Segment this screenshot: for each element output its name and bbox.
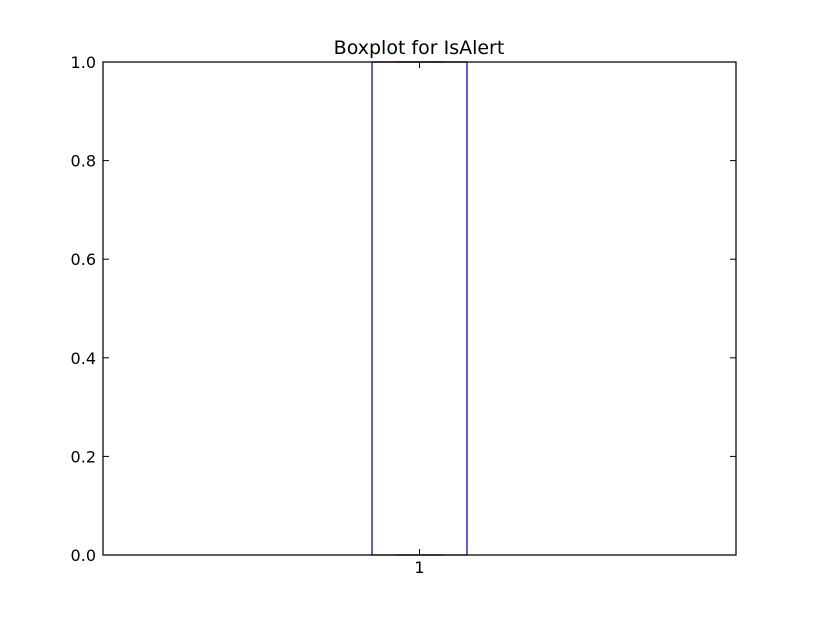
x-tick-label: 1 [414, 558, 424, 577]
y-tick-label: 0.4 [71, 349, 96, 368]
y-tick-label: 0.0 [71, 546, 96, 565]
box-iqr [371, 61, 468, 556]
chart-title: Boxplot for IsAlert [334, 37, 505, 59]
y-tick-label: 0.6 [71, 250, 96, 269]
y-tick-label: 0.2 [71, 447, 96, 466]
axes-frame [102, 61, 737, 556]
y-axis: 0.0 0.2 0.4 0.6 0.8 1.0 [71, 53, 736, 565]
y-tick-label: 1.0 [71, 53, 96, 72]
plot-area [371, 61, 468, 556]
x-axis: 1 [414, 62, 425, 577]
y-tick-label: 0.8 [71, 152, 96, 171]
